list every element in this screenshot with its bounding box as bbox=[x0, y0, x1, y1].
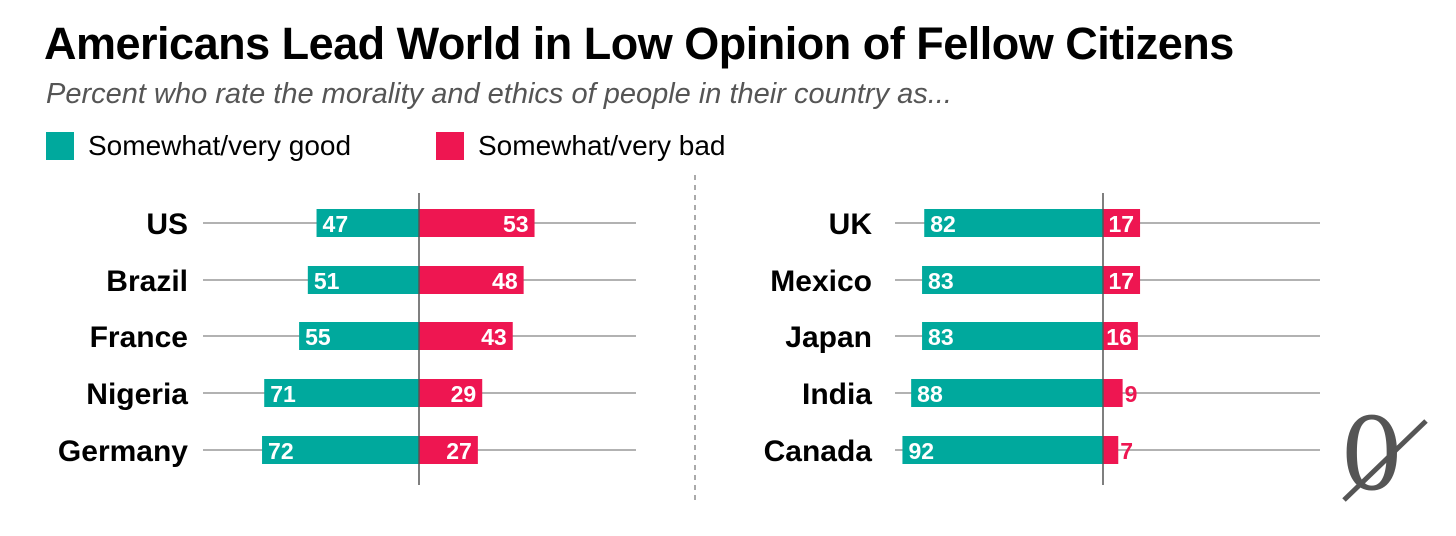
bar-good bbox=[922, 322, 1103, 350]
bar-good bbox=[902, 436, 1103, 464]
chart-title: Americans Lead World in Low Opinion of F… bbox=[44, 18, 1234, 69]
bar-good bbox=[307, 266, 419, 294]
chart-subtitle: Percent who rate the morality and ethics… bbox=[46, 78, 952, 110]
legend-swatch-bad bbox=[436, 132, 464, 160]
data-label-good: 88 bbox=[917, 381, 943, 407]
data-label-bad: 27 bbox=[446, 438, 472, 464]
bar-bad bbox=[1103, 322, 1138, 350]
data-label-bad: 53 bbox=[503, 211, 529, 237]
bar-bad bbox=[1103, 379, 1123, 407]
bar-bad bbox=[419, 322, 513, 350]
legend-item-bad: Somewhat/very bad bbox=[436, 130, 725, 162]
bar-bad bbox=[419, 379, 483, 407]
data-label-good: 83 bbox=[928, 324, 954, 350]
category-label: Japan bbox=[785, 321, 872, 354]
data-label-good: 47 bbox=[323, 211, 349, 237]
category-label: US bbox=[146, 208, 188, 241]
bar-bad bbox=[1103, 209, 1141, 237]
bar-good bbox=[264, 379, 419, 407]
legend-label-good: Somewhat/very good bbox=[88, 130, 352, 161]
bar-good bbox=[911, 379, 1103, 407]
data-label-bad: 48 bbox=[492, 268, 518, 294]
data-label-bad: 17 bbox=[1108, 211, 1134, 237]
data-label-bad: 43 bbox=[481, 324, 507, 350]
data-label-good: 55 bbox=[305, 324, 331, 350]
bar-good bbox=[924, 209, 1103, 237]
logo: 0 bbox=[1340, 396, 1404, 513]
bar-bad bbox=[1103, 436, 1119, 464]
bar-good bbox=[316, 209, 419, 237]
data-label-good: 92 bbox=[908, 438, 934, 464]
legend-label-bad: Somewhat/very bad bbox=[478, 130, 726, 161]
category-label: Mexico bbox=[770, 265, 872, 298]
data-label-good: 72 bbox=[268, 438, 294, 464]
category-label: UK bbox=[829, 208, 873, 241]
category-label: Canada bbox=[764, 435, 873, 468]
category-label: France bbox=[90, 321, 188, 354]
bar-good bbox=[299, 322, 419, 350]
data-label-bad: 29 bbox=[451, 381, 477, 407]
bar-good bbox=[922, 266, 1103, 294]
data-label-good: 83 bbox=[928, 268, 954, 294]
category-label: India bbox=[802, 378, 872, 411]
data-label-bad: 9 bbox=[1125, 381, 1138, 407]
category-label: Nigeria bbox=[86, 378, 188, 411]
data-label-bad: 7 bbox=[1120, 438, 1133, 464]
data-label-good: 71 bbox=[270, 381, 296, 407]
data-label-bad: 16 bbox=[1106, 324, 1132, 350]
legend-swatch-good bbox=[46, 132, 74, 160]
bar-bad bbox=[419, 209, 535, 237]
bar-bad bbox=[419, 266, 524, 294]
data-label-good: 51 bbox=[314, 268, 340, 294]
data-label-good: 82 bbox=[930, 211, 956, 237]
bar-bad bbox=[1103, 266, 1141, 294]
data-label-bad: 17 bbox=[1108, 268, 1134, 294]
category-label: Brazil bbox=[106, 265, 188, 298]
legend-item-good: Somewhat/very good bbox=[46, 130, 351, 162]
bar-bad bbox=[419, 436, 478, 464]
category-label: Germany bbox=[58, 435, 188, 468]
bar-good bbox=[262, 436, 419, 464]
